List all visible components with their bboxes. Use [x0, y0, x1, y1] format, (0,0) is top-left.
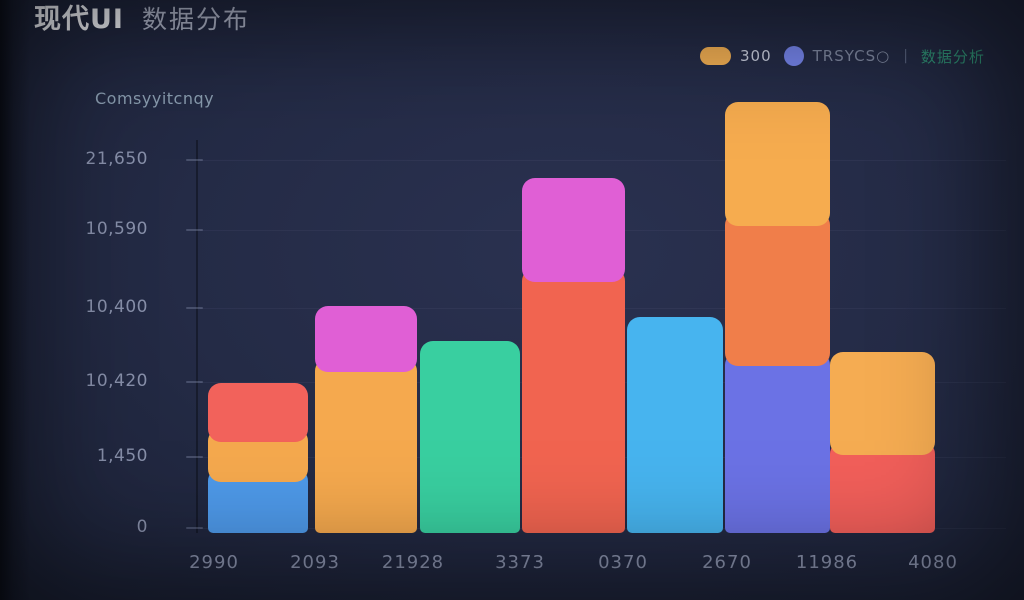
legend-item-2[interactable]: TRSYCS○ [783, 46, 891, 66]
y-axis-tick [186, 381, 203, 383]
y-axis-tick [186, 229, 203, 231]
y-axis-tick [186, 527, 203, 529]
y-tick-label: 10,590 [85, 219, 148, 239]
x-tick-label: 4080 [908, 552, 958, 573]
y-axis-line [196, 140, 198, 533]
bar-5-segment-sky-blue[interactable] [627, 317, 723, 533]
bar-6-segment-indigo[interactable] [725, 352, 830, 533]
chart-legend: 300 TRSYCS○ | 数据分析 [700, 44, 985, 68]
bar-2-segment-orange[interactable] [315, 358, 417, 533]
legend-circle-swatch-icon [783, 46, 804, 66]
legend-label: 300 [740, 47, 772, 65]
header: 现代UI 数据分布 [34, 0, 250, 36]
y-axis-tick [186, 456, 203, 458]
bar-4-segment-red[interactable] [522, 268, 625, 533]
legend-pill-swatch-icon [700, 47, 731, 65]
bar-1-segment-red[interactable] [208, 383, 308, 442]
legend-label: 数据分析 [920, 47, 985, 66]
x-tick-label: 21928 [381, 552, 445, 573]
x-tick-label: 2990 [189, 552, 239, 573]
y-axis-tick [186, 307, 203, 309]
bar-7-segment-red[interactable] [830, 441, 935, 533]
bar-7-segment-orange[interactable] [830, 352, 935, 455]
x-tick-label: 2670 [702, 552, 752, 573]
y-tick-label: 10,420 [85, 371, 148, 391]
legend-divider: | [903, 48, 908, 64]
bar-2-segment-magenta[interactable] [315, 306, 417, 372]
y-axis-tick [186, 159, 203, 161]
legend-label: TRSYCS○ [812, 47, 891, 65]
page-subtitle: 数据分布 [141, 5, 250, 34]
x-tick-label: 0370 [598, 552, 648, 573]
bar-4-segment-magenta[interactable] [522, 178, 625, 282]
y-tick-label: 10,400 [85, 297, 148, 317]
y-axis-title: Comsyyitcnqy [95, 89, 215, 108]
bar-3-segment-green[interactable] [420, 341, 520, 533]
legend-item-1[interactable]: 300 [700, 47, 772, 65]
y-tick-label: 21,650 [85, 149, 148, 169]
bar-6-segment-orange[interactable] [725, 102, 830, 226]
bar-6-segment-dark-orange[interactable] [725, 212, 830, 366]
x-tick-label: 2093 [290, 552, 340, 573]
y-tick-label: 1,450 [96, 446, 148, 466]
legend-item-3[interactable]: 数据分析 [921, 46, 985, 67]
app-title: 现代UI [34, 4, 124, 35]
x-tick-label: 11986 [795, 552, 859, 573]
gridline [200, 160, 1006, 161]
x-tick-label: 3373 [495, 552, 545, 573]
y-tick-label: 0 [136, 517, 148, 537]
